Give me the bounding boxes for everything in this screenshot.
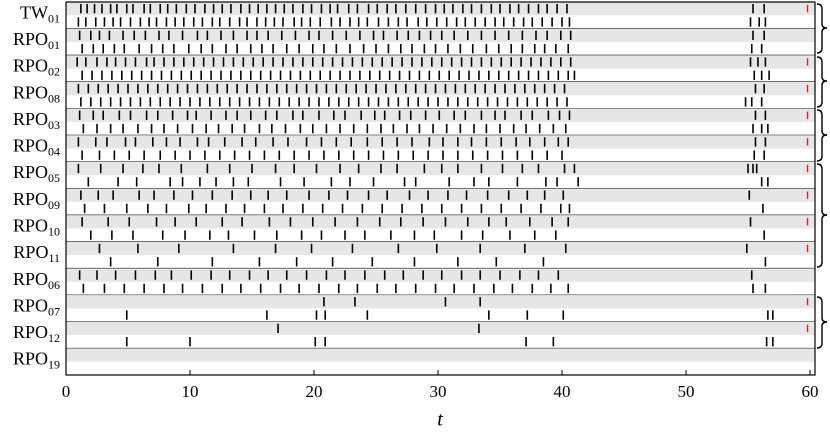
row-label: RPO10 <box>13 216 60 239</box>
row-shade <box>66 188 815 202</box>
row-label: RPO01 <box>13 29 60 52</box>
brace <box>816 163 828 268</box>
row-label-base: RPO <box>13 162 48 182</box>
row-shade <box>66 2 815 16</box>
row-label-base: RPO <box>13 269 48 289</box>
row-shade <box>66 81 815 96</box>
row-shade <box>66 108 815 122</box>
plot-frame <box>65 1 816 376</box>
brace <box>816 3 828 54</box>
braces <box>816 3 828 349</box>
row-label-sub: 05 <box>48 171 60 185</box>
row-label: RPO05 <box>13 162 60 185</box>
row-label-sub: 11 <box>48 251 60 265</box>
row-label-base: RPO <box>13 109 48 129</box>
row-shade <box>66 135 815 149</box>
row-label-sub: 06 <box>48 278 60 292</box>
row-label: RPO08 <box>13 82 60 105</box>
row-label-base: RPO <box>13 56 48 76</box>
row-shade <box>66 55 815 69</box>
row-shade <box>66 295 815 309</box>
row-label-base: RPO <box>13 296 48 316</box>
row-label: RPO02 <box>13 56 60 79</box>
row-label-sub: 03 <box>48 118 60 132</box>
row-label-base: RPO <box>13 216 48 236</box>
row-label: RPO19 <box>13 349 60 372</box>
row-label: RPO12 <box>13 322 60 345</box>
x-tick-label: 50 <box>678 382 695 401</box>
row-shade <box>66 321 815 336</box>
row-label-base: RPO <box>13 29 48 49</box>
row-shade <box>66 268 815 282</box>
row-label-sub: 08 <box>48 91 60 105</box>
row-label: TW01 <box>20 2 60 25</box>
row-label-sub: 12 <box>48 331 60 345</box>
row-label: RPO11 <box>13 242 60 265</box>
row-label-sub: 01 <box>48 38 60 52</box>
x-tick-label: 0 <box>62 382 71 401</box>
x-tick-label: 10 <box>182 382 199 401</box>
brace <box>816 296 828 349</box>
x-tick-label: 30 <box>430 382 447 401</box>
row-label: RPO03 <box>13 109 60 132</box>
row-label-base: RPO <box>13 242 48 262</box>
row-shade <box>66 28 815 42</box>
x-axis-label: t <box>437 409 443 429</box>
row-label-base: RPO <box>13 322 48 342</box>
row-label-base: RPO <box>13 349 48 369</box>
x-tick-label: 20 <box>306 382 323 401</box>
row-label-base: TW <box>20 2 48 22</box>
brace <box>816 56 828 108</box>
row-shade <box>66 348 815 362</box>
row-label: RPO09 <box>13 189 60 212</box>
row-label-sub: 07 <box>48 304 60 318</box>
row-label: RPO04 <box>13 136 60 159</box>
x-tick-label: 40 <box>554 382 571 401</box>
row-label: RPO06 <box>13 269 60 292</box>
row-shade <box>66 241 815 256</box>
row-label-sub: 04 <box>48 144 60 158</box>
row-label-sub: 01 <box>48 11 60 25</box>
row-label-base: RPO <box>13 136 48 156</box>
row-label-sub: 19 <box>48 357 60 371</box>
row-shade <box>66 215 815 229</box>
row-label-base: RPO <box>13 189 48 209</box>
row-label-sub: 02 <box>48 64 60 78</box>
row-label: RPO07 <box>13 296 60 319</box>
row-label-sub: 10 <box>48 224 60 238</box>
row-label-sub: 09 <box>48 198 60 212</box>
row-label-base: RPO <box>13 82 48 102</box>
x-tick-label: 60 <box>802 382 819 401</box>
row-shade <box>66 161 815 176</box>
brace <box>816 109 828 162</box>
